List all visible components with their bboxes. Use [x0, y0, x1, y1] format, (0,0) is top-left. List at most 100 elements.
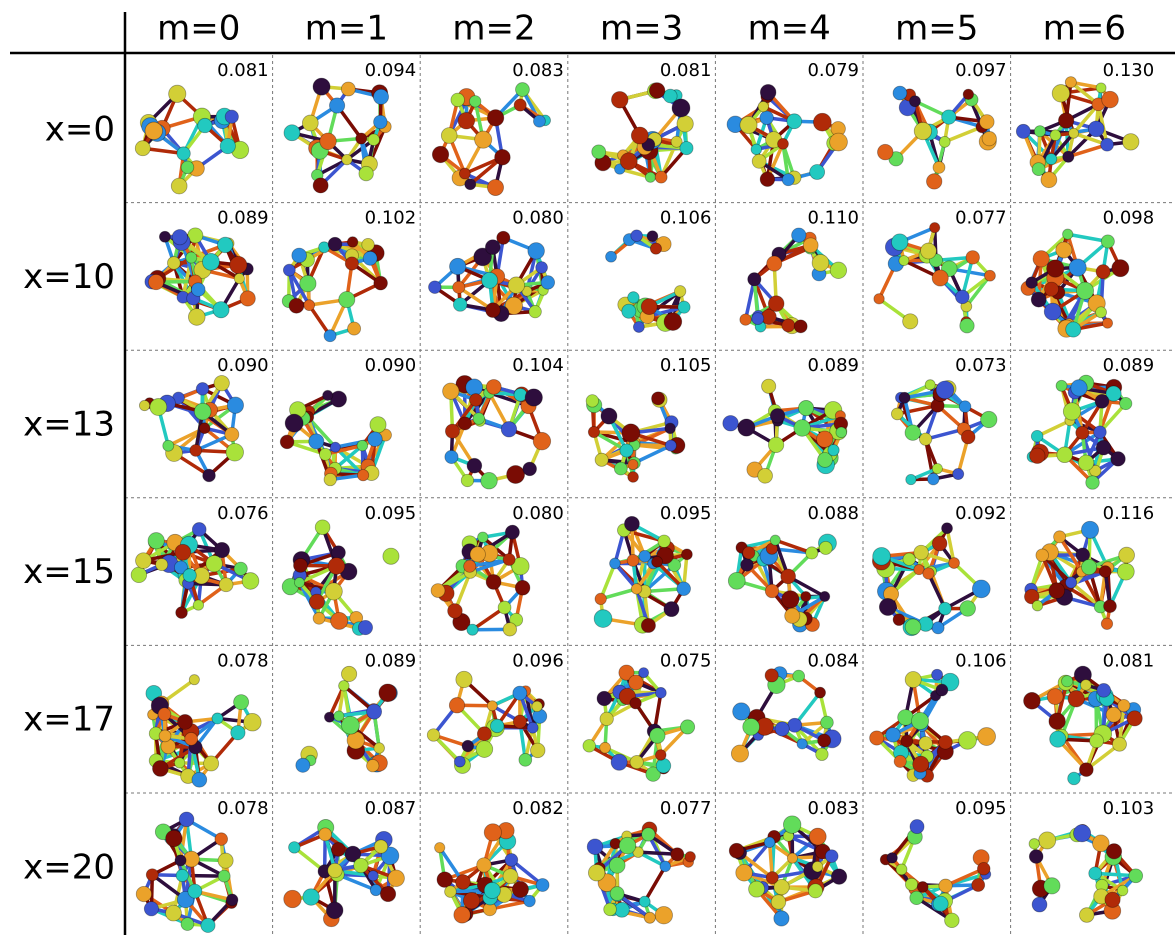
- atom: [524, 895, 536, 907]
- atom: [972, 878, 985, 891]
- atom: [1063, 403, 1080, 420]
- atom: [788, 718, 802, 732]
- atom: [926, 174, 941, 189]
- atom: [749, 881, 765, 897]
- atom: [456, 875, 471, 890]
- atom: [280, 435, 294, 449]
- cell-value: 0.073: [955, 355, 1007, 376]
- atom: [503, 553, 515, 565]
- atom: [768, 296, 784, 312]
- atom: [194, 403, 211, 420]
- atom: [932, 536, 947, 551]
- atom: [334, 711, 344, 721]
- atom: [809, 828, 826, 845]
- atom: [330, 442, 340, 452]
- atom: [1069, 128, 1079, 138]
- atom: [680, 720, 694, 734]
- cell-value: 0.077: [955, 208, 1007, 229]
- cell-value: 0.080: [512, 208, 564, 229]
- atom: [302, 115, 318, 131]
- atom: [484, 882, 500, 898]
- atom: [213, 302, 229, 318]
- atom: [741, 559, 754, 572]
- atom: [641, 618, 655, 632]
- atom: [227, 397, 243, 413]
- atom: [771, 895, 786, 910]
- cluster-image: [280, 390, 391, 485]
- atom: [219, 578, 233, 592]
- atom: [887, 853, 897, 863]
- atom: [482, 272, 498, 288]
- atom: [470, 394, 483, 407]
- atom: [463, 892, 480, 909]
- atom: [655, 687, 666, 698]
- cluster-image: [146, 675, 261, 788]
- atom: [655, 906, 672, 923]
- atom: [464, 560, 476, 572]
- atom: [473, 413, 485, 425]
- atom: [766, 872, 778, 884]
- cluster-image: [432, 83, 550, 196]
- atom: [1101, 235, 1114, 248]
- atom: [1056, 380, 1067, 391]
- atom: [587, 839, 603, 855]
- atom: [503, 623, 516, 636]
- atom: [357, 440, 368, 451]
- atom: [466, 379, 483, 396]
- atom: [782, 591, 799, 608]
- atom: [169, 85, 186, 102]
- atom: [465, 179, 476, 190]
- atom: [441, 128, 457, 144]
- atom: [1036, 549, 1049, 562]
- atom: [1058, 113, 1073, 128]
- atom: [785, 608, 800, 623]
- atom: [304, 300, 315, 311]
- atom: [770, 535, 780, 545]
- atom: [242, 573, 259, 590]
- atom: [894, 755, 906, 767]
- atom: [523, 462, 537, 476]
- atom: [1117, 563, 1134, 580]
- atom: [1052, 85, 1070, 103]
- atom: [1032, 163, 1045, 176]
- atom: [1063, 229, 1073, 239]
- atom: [963, 89, 973, 99]
- atom: [631, 127, 648, 144]
- atom: [284, 125, 300, 141]
- atom: [1050, 731, 1066, 747]
- atom: [663, 89, 677, 103]
- atom: [631, 584, 642, 595]
- atom: [595, 593, 606, 604]
- atom: [203, 469, 216, 482]
- atom: [199, 423, 210, 434]
- atom: [432, 146, 448, 162]
- atom: [374, 276, 388, 290]
- atom: [495, 149, 511, 165]
- atom: [981, 411, 997, 427]
- atom: [588, 864, 605, 881]
- atom: [821, 716, 834, 729]
- atom: [176, 869, 188, 881]
- atom: [639, 896, 650, 907]
- atom: [914, 122, 931, 139]
- cluster-image: [877, 86, 996, 189]
- cell-value: 0.088: [807, 503, 859, 524]
- atom: [374, 743, 385, 754]
- atom: [628, 472, 639, 483]
- atom: [315, 520, 330, 535]
- atom: [513, 715, 526, 728]
- atom: [331, 842, 345, 856]
- atom: [901, 735, 913, 747]
- atom: [1119, 547, 1135, 563]
- atom: [1097, 683, 1111, 697]
- column-header: m=6: [1043, 9, 1126, 49]
- atom: [1049, 583, 1065, 599]
- atom: [797, 739, 807, 749]
- atom: [647, 231, 658, 242]
- atom: [514, 99, 526, 111]
- atom: [787, 114, 802, 129]
- cluster-image: [1024, 666, 1143, 785]
- atom: [313, 78, 330, 95]
- atom: [1102, 91, 1119, 108]
- atom: [1069, 259, 1086, 276]
